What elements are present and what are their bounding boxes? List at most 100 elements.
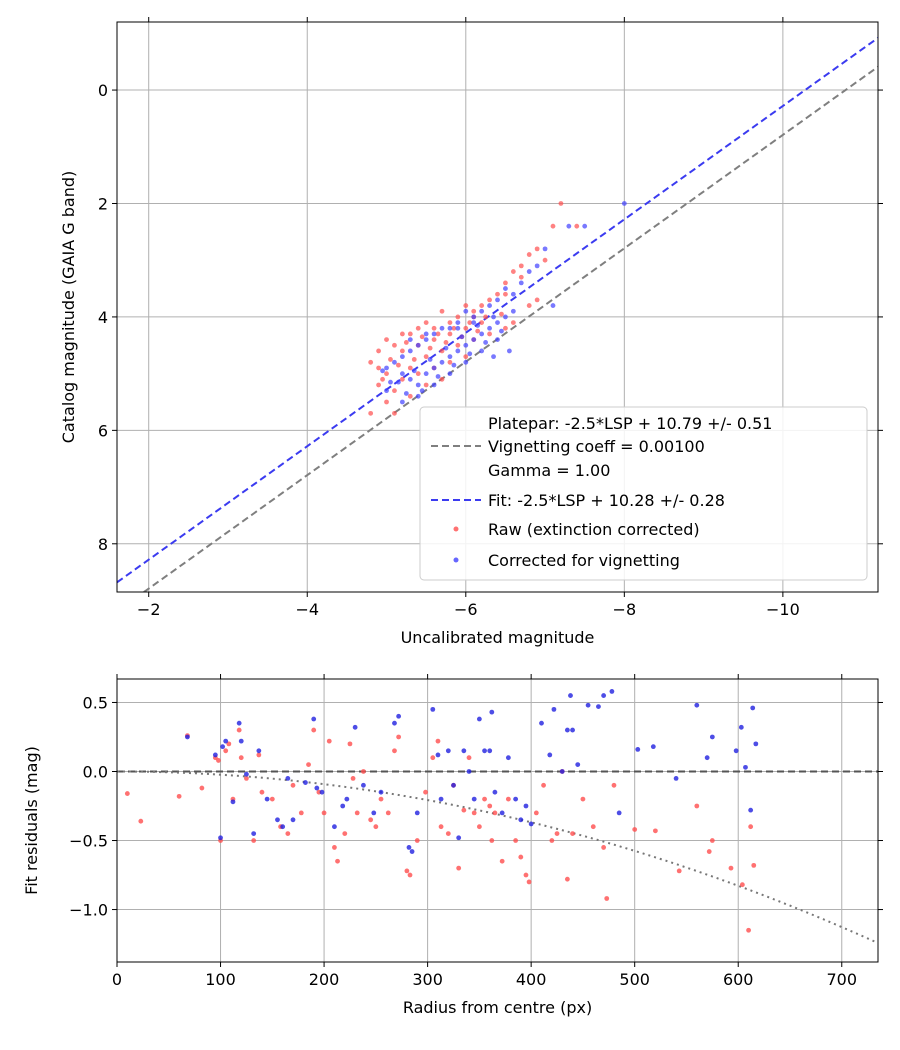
data-point [447,331,453,337]
data-point [399,354,405,360]
data-point [423,337,429,343]
data-point [518,854,524,860]
data-point [392,720,397,726]
data-point [753,741,759,747]
data-point [542,246,548,252]
data-point [354,810,360,816]
data-point [518,817,524,823]
data-point [380,376,385,382]
data-point [609,689,615,694]
data-point [534,246,540,252]
data-point [368,359,374,365]
data-point [332,845,337,850]
data-point [533,810,539,816]
data-point [471,810,477,816]
data-point [124,791,130,796]
data-point [491,314,496,320]
series-corrected [185,689,759,854]
data-point [492,810,498,816]
data-point [431,331,437,337]
data-point [244,771,249,777]
data-point [403,340,409,345]
data-point [550,223,556,229]
data-point [459,334,465,340]
data-point [534,263,540,269]
data-point [256,752,262,758]
data-point [601,845,607,850]
data-point [709,734,715,740]
calibration-x-axis-label: Uncalibrated magnitude [401,628,595,647]
data-point [403,391,409,396]
data-point [487,303,492,308]
x-tick-label: 600 [723,970,754,989]
data-point [251,831,257,837]
data-point [513,796,519,802]
y-tick-label: −1.0 [69,901,108,920]
data-point [335,858,340,864]
data-point [604,896,610,901]
y-tick-label: 4 [98,308,108,327]
data-point [694,803,700,809]
data-point [728,865,734,871]
data-point [251,838,257,843]
data-point [471,796,477,802]
data-point [368,817,374,823]
data-point [463,308,469,314]
data-point [306,762,311,767]
data-point [264,796,270,802]
data-point [378,796,384,802]
data-point [347,741,353,747]
data-point [568,693,573,698]
data-point [230,799,236,805]
data-point [423,789,428,795]
data-point [445,831,451,837]
data-point [290,817,296,823]
data-point [575,762,581,767]
data-point [340,803,346,809]
x-tick-label: 400 [516,970,547,989]
data-point [376,382,381,388]
data-point [385,810,391,816]
residuals-grid [116,679,878,962]
y-tick-label: 8 [98,535,108,554]
data-point [738,724,744,730]
data-point [559,769,565,774]
data-point [430,755,436,761]
data-point [451,362,457,368]
data-point [407,337,413,343]
data-point [138,818,144,824]
data-point [499,858,505,864]
data-point [495,297,500,303]
data-point [238,738,244,744]
data-point [223,738,229,744]
data-point [280,824,286,830]
data-point [447,320,453,325]
data-point [378,789,384,795]
data-point [475,328,481,334]
data-point [466,769,472,774]
data-point [455,325,461,331]
data-point [503,325,508,331]
data-point [513,838,519,843]
data-point [407,331,413,337]
data-point [526,252,532,257]
data-point [505,796,511,802]
data-point [406,845,412,850]
data-point [748,824,754,830]
data-point [384,399,389,405]
data-point [275,817,280,823]
data-point [499,810,505,816]
data-point [384,388,389,394]
data-point [463,342,469,348]
residuals-points [124,689,759,933]
y-tick-label: −0.5 [69,832,108,851]
data-point [399,376,405,382]
data-point [585,702,591,708]
data-point [212,752,218,758]
data-point [570,727,575,733]
data-point [706,849,712,854]
data-point [392,359,397,365]
data-point [483,314,489,320]
data-point [435,752,441,758]
